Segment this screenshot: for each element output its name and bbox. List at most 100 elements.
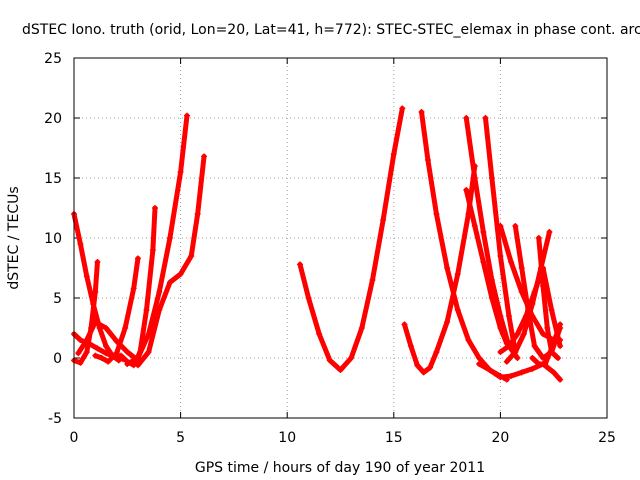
data-point	[102, 325, 109, 331]
data-point	[122, 325, 129, 331]
data-point	[380, 217, 387, 223]
data-point	[401, 321, 408, 328]
series-arc	[476, 361, 564, 383]
data-point	[399, 105, 406, 112]
data-point	[550, 369, 557, 376]
data-point	[105, 358, 112, 365]
data-point	[143, 307, 150, 313]
data-point	[497, 349, 504, 355]
data-point	[102, 343, 109, 349]
data-point	[83, 349, 90, 355]
data-point	[548, 345, 555, 352]
data-point	[94, 345, 101, 352]
data-point	[471, 175, 478, 181]
data-point	[358, 325, 365, 331]
series-line	[92, 255, 141, 365]
data-point	[505, 313, 512, 319]
data-point	[471, 223, 478, 229]
data-point	[427, 364, 434, 371]
data-point	[134, 355, 141, 361]
data-point	[520, 331, 527, 337]
series-arc	[433, 163, 478, 355]
data-point	[540, 283, 547, 289]
chart-title: dSTEC Iono. truth (orid, Lon=20, Lat=41,…	[22, 22, 640, 38]
data-point	[488, 295, 495, 301]
axis-ticks: 0 5 10 15 20 25 -5 0 5 10 15 20 25	[44, 51, 616, 446]
data-point	[444, 265, 451, 271]
series-line	[135, 153, 207, 368]
data-point	[505, 343, 512, 349]
data-point	[326, 357, 333, 364]
data-point	[145, 349, 152, 355]
series-arc	[75, 319, 141, 364]
data-point	[488, 175, 495, 181]
data-point	[497, 374, 504, 381]
plot-frame	[73, 57, 608, 419]
data-point	[420, 369, 427, 376]
data-point	[188, 253, 195, 259]
data-point	[497, 223, 504, 229]
data-point	[83, 273, 90, 280]
series-arc	[134, 153, 208, 369]
x-tick-label: 10	[278, 430, 296, 446]
data-point	[454, 307, 461, 313]
data-series	[71, 105, 564, 383]
y-axis-label: dSTEC / TECUs	[6, 186, 22, 289]
data-point	[130, 285, 137, 292]
data-point	[98, 355, 105, 361]
data-point	[194, 211, 201, 217]
data-point	[465, 337, 472, 343]
y-tick-label: -5	[48, 411, 62, 427]
data-point	[124, 349, 131, 355]
data-point	[531, 343, 538, 349]
data-point	[508, 373, 515, 379]
data-point	[529, 301, 536, 307]
data-point	[557, 376, 564, 383]
data-point	[156, 307, 163, 313]
data-point	[348, 355, 355, 361]
data-point	[407, 343, 414, 349]
data-point	[77, 359, 84, 366]
data-point	[424, 157, 431, 163]
data-point	[134, 255, 141, 262]
x-tick-label: 0	[70, 430, 79, 446]
data-point	[529, 365, 536, 372]
data-point	[544, 325, 551, 331]
y-tick-label: 25	[44, 51, 62, 67]
data-point	[92, 289, 99, 295]
data-point	[508, 259, 515, 265]
data-point	[390, 151, 397, 157]
data-point	[177, 169, 184, 175]
series-arc	[92, 255, 141, 365]
data-point	[418, 109, 425, 115]
data-point	[518, 369, 525, 376]
data-point	[83, 337, 90, 343]
data-point	[514, 355, 521, 361]
data-point	[316, 331, 323, 337]
y-tick-label: 20	[44, 111, 62, 127]
series-line	[463, 187, 510, 347]
data-point	[92, 352, 99, 359]
series-line	[401, 321, 439, 375]
data-point	[177, 271, 184, 277]
data-point	[433, 349, 440, 355]
x-tick-label: 15	[385, 430, 403, 446]
data-point	[497, 253, 504, 259]
data-point	[77, 241, 84, 247]
data-point	[337, 367, 344, 373]
data-point	[512, 349, 519, 355]
y-tick-label: 0	[53, 351, 62, 367]
y-tick-label: 15	[44, 171, 62, 187]
data-point	[102, 350, 109, 357]
data-point	[482, 115, 489, 121]
data-point	[113, 350, 120, 357]
data-point	[113, 338, 120, 345]
series-arc	[296, 105, 406, 373]
series-arc	[529, 321, 564, 367]
data-point	[296, 261, 303, 268]
data-point	[92, 319, 99, 325]
data-point	[557, 343, 564, 349]
y-tick-label: 5	[53, 291, 62, 307]
y-tick-label: 10	[44, 231, 62, 247]
